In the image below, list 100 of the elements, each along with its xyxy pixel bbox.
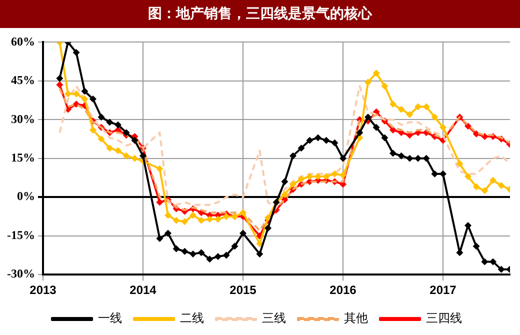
point: [56, 74, 64, 82]
point: [131, 154, 138, 162]
point: [390, 100, 396, 108]
point: [281, 178, 288, 186]
point: [281, 191, 288, 198]
point: [372, 124, 380, 131]
point: [356, 129, 364, 136]
point: [72, 49, 80, 56]
x-tick-label: 2014: [130, 283, 157, 298]
point: [181, 218, 188, 226]
point: [181, 248, 188, 255]
point: [481, 187, 488, 194]
point: [406, 111, 414, 118]
point: [190, 250, 196, 258]
point: [164, 230, 172, 237]
point: [190, 212, 196, 219]
point: [231, 242, 238, 250]
point: [331, 170, 338, 178]
point: [306, 172, 314, 180]
legend-label: 一线: [98, 311, 122, 326]
point: [390, 150, 396, 157]
point: [89, 126, 96, 134]
point: [372, 70, 380, 77]
x-tick-label: 2013: [30, 283, 57, 298]
point: [422, 154, 430, 162]
point: [490, 176, 496, 184]
point: [114, 121, 122, 128]
y-tick-label: 45%: [10, 73, 35, 88]
point: [298, 144, 305, 152]
point: [314, 172, 322, 180]
point: [498, 182, 505, 190]
point: [240, 209, 246, 216]
point: [256, 240, 264, 248]
point: [114, 147, 122, 154]
point: [390, 126, 396, 134]
point: [264, 224, 272, 232]
point: [431, 170, 438, 178]
point: [106, 144, 114, 152]
point: [214, 216, 222, 223]
point: [340, 172, 346, 179]
point: [222, 213, 230, 220]
point: [81, 88, 88, 95]
point: [240, 230, 246, 237]
point: [381, 134, 388, 142]
point: [498, 266, 505, 273]
x-tick-label: 2017: [430, 283, 457, 298]
point: [72, 90, 80, 98]
point: [464, 122, 472, 130]
y-tick-label: -30%: [6, 266, 35, 281]
x-tick-label: 2015: [230, 283, 257, 298]
point: [364, 78, 372, 86]
point: [206, 256, 214, 263]
point: [440, 170, 446, 178]
point: [472, 183, 480, 190]
legend-label: 三线: [262, 311, 286, 326]
point: [139, 152, 146, 160]
y-tick-label: 60%: [10, 34, 35, 48]
point: [290, 152, 296, 160]
point: [298, 176, 305, 183]
legend-label: 三四线: [426, 311, 462, 326]
point: [131, 136, 138, 144]
point: [406, 154, 414, 162]
point: [206, 216, 214, 223]
chart-title: 图：地产销售，三四线是景气的核心: [0, 0, 520, 28]
point: [156, 165, 164, 172]
point: [322, 172, 330, 180]
point: [440, 124, 446, 131]
point: [464, 222, 472, 230]
point: [172, 245, 180, 252]
point: [172, 216, 180, 224]
point: [56, 81, 64, 88]
point: [106, 118, 114, 126]
point: [306, 136, 314, 144]
point: [381, 82, 388, 90]
point: [398, 106, 405, 113]
point: [290, 180, 296, 188]
point: [122, 152, 130, 160]
point: [256, 250, 264, 258]
point: [364, 114, 372, 121]
point: [89, 96, 96, 103]
point: [98, 114, 105, 121]
point: [481, 132, 488, 140]
point: [456, 249, 464, 256]
point: [198, 249, 205, 256]
point: [64, 90, 72, 98]
y-tick-label: 30%: [10, 112, 35, 126]
point: [464, 172, 472, 180]
point: [431, 114, 438, 121]
point: [222, 252, 230, 259]
point: [198, 216, 205, 224]
point: [122, 129, 130, 136]
point: [422, 103, 430, 110]
point: [481, 258, 488, 266]
point: [81, 96, 88, 103]
point: [490, 258, 496, 266]
point: [214, 253, 222, 260]
point: [398, 152, 405, 160]
point: [264, 214, 272, 222]
y-tick-label: 15%: [10, 150, 35, 164]
legend-label: 二线: [180, 311, 204, 326]
